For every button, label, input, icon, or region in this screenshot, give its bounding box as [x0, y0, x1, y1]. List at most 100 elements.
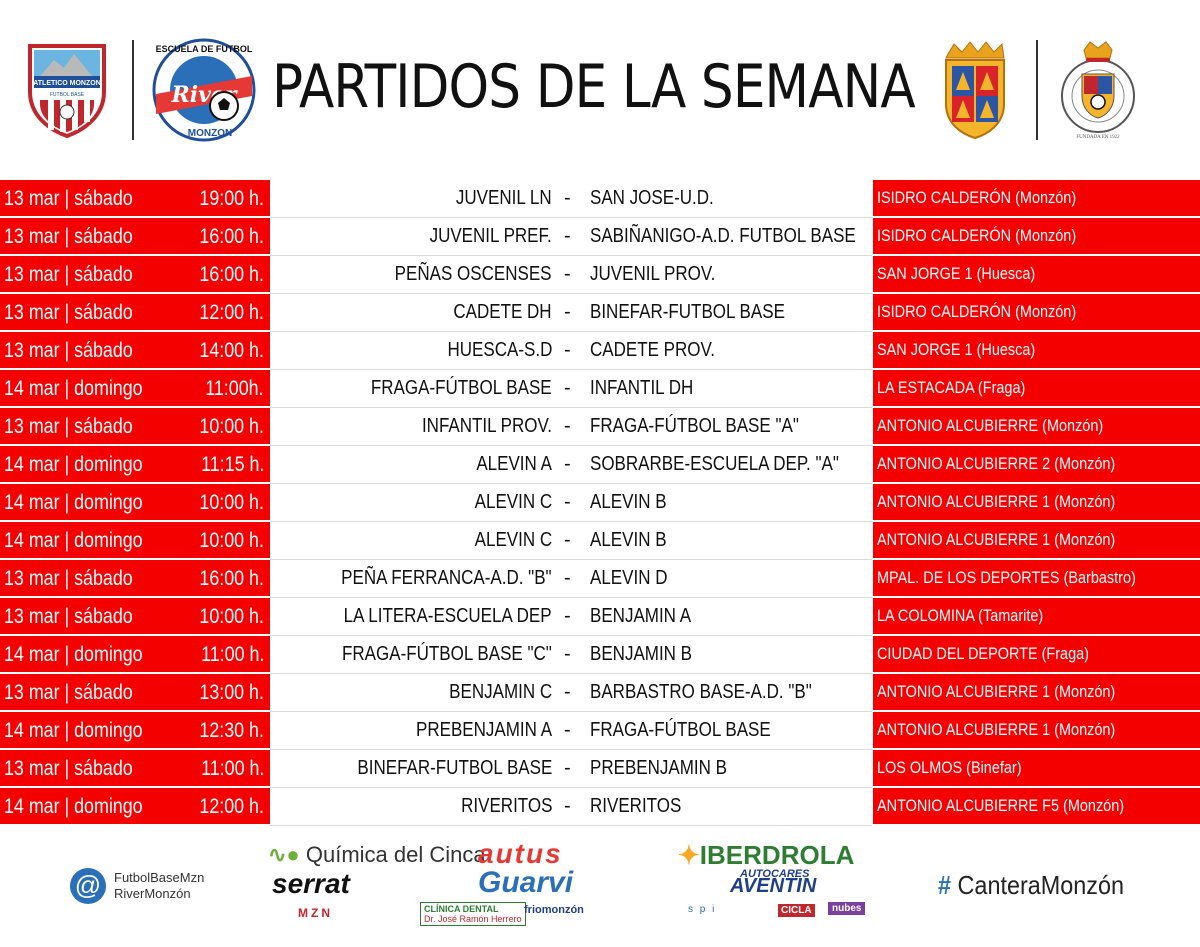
match-time: 12:00 h.	[199, 795, 264, 818]
match-separator: -	[564, 377, 571, 399]
away-team: ALEVIN D	[590, 567, 668, 589]
away-team: FRAGA-FÚTBOL BASE "A"	[590, 415, 799, 437]
match-venue-cell: ANTONIO ALCUBIERRE 1 (Monzón)	[873, 522, 1200, 558]
away-team: JUVENIL PROV.	[590, 263, 716, 285]
match-time: 12:00 h.	[199, 301, 264, 324]
handle-futbolbase[interactable]: FutbolBaseMzn	[114, 870, 205, 885]
match-time: 14:00 h.	[199, 339, 264, 362]
river-top-text: ESCUELA DE FUTBOL	[156, 44, 253, 54]
home-team: ALEVIN C	[474, 491, 552, 513]
hashtag-cantera[interactable]: # CanteraMonzón	[938, 870, 1124, 901]
match-datetime-cell: 14 mar | domingo 10:00 h.	[0, 522, 270, 558]
match-teams-cell: PEÑAS OSCENSES - JUVENIL PROV.	[270, 256, 872, 294]
match-venue: SAN JORGE 1 (Huesca)	[877, 340, 1036, 359]
away-team: BINEFAR-FUTBOL BASE	[590, 301, 785, 323]
away-team: BENJAMIN A	[590, 605, 692, 627]
match-time: 10:00 h.	[199, 605, 264, 628]
match-datetime-cell: 14 mar | domingo 12:00 h.	[0, 788, 270, 824]
match-row: 13 mar | sábado 16:00 h. JUVENIL PREF. - SAB…	[0, 218, 1200, 256]
match-datetime-cell: 13 mar | sábado 19:00 h.	[0, 180, 270, 216]
away-team: BARBASTRO BASE-A.D. "B"	[590, 681, 812, 703]
match-time: 16:00 h.	[199, 263, 264, 286]
page-title: PARTIDOS DE LA SEMANA	[272, 52, 916, 122]
away-team: INFANTIL DH	[590, 377, 694, 399]
match-venue-cell: CIUDAD DEL DEPORTE (Fraga)	[873, 636, 1200, 672]
match-time: 11:15 h.	[200, 453, 264, 476]
match-venue-cell: LOS OLMOS (Binefar)	[873, 750, 1200, 786]
sponsor-friomonzon: friomonzón	[524, 904, 584, 916]
match-row: 14 mar | domingo 11:00h. FRAGA-FÚTBOL BASE…	[0, 370, 1200, 408]
home-team: FRAGA-FÚTBOL BASE	[371, 377, 552, 399]
match-venue: ANTONIO ALCUBIERRE 2 (Monzón)	[877, 454, 1116, 473]
match-date: 14 mar | domingo	[4, 453, 143, 476]
monzon-coat-of-arms-logo	[945, 41, 1005, 140]
match-date: 14 mar | domingo	[4, 491, 143, 514]
match-date: 13 mar | sábado	[4, 757, 133, 780]
sponsor-clinica-dental: CLÍNICA DENTAL Dr. José Ramón Herrero	[420, 902, 526, 926]
home-team: INFANTIL PROV.	[421, 415, 552, 437]
match-teams-cell: BINEFAR-FUTBOL BASE - PREBENJAMIN B	[270, 750, 872, 788]
sponsors-block: ∿● Química del Cinca autus ✦IBERDROLA se…	[268, 838, 878, 943]
match-separator: -	[564, 301, 571, 323]
federation-founded-text: FUNDADA EN 1922	[1076, 135, 1120, 140]
match-datetime-cell: 13 mar | sábado 12:00 h.	[0, 294, 270, 330]
match-venue: MPAL. DE LOS DEPORTES (Barbastro)	[877, 568, 1136, 587]
match-venue: ANTONIO ALCUBIERRE 1 (Monzón)	[877, 682, 1116, 701]
home-team: LA LITERA-ESCUELA DEP	[344, 605, 552, 627]
match-datetime-cell: 14 mar | domingo 12:30 h.	[0, 712, 270, 748]
match-teams-cell: ALEVIN C - ALEVIN B	[270, 484, 872, 522]
header: ATLETICO MONZON FUTBOL BASE River ESCUEL…	[0, 0, 1200, 178]
sponsor-nubes: nubes	[828, 902, 866, 915]
home-team: JUVENIL LN	[456, 187, 552, 209]
sponsor-serrat: serrat	[272, 868, 350, 899]
divider-right	[1036, 40, 1038, 140]
handles-list: FutbolBaseMzn RiverMonzón	[114, 870, 204, 902]
match-separator: -	[564, 757, 571, 779]
match-venue: LA COLOMINA (Tamarite)	[877, 606, 1044, 625]
home-team: RIVERITOS	[460, 795, 552, 817]
sponsor-mzn: MZN	[298, 906, 333, 920]
away-team: ALEVIN B	[590, 529, 667, 551]
match-venue-cell: ANTONIO ALCUBIERRE F5 (Monzón)	[873, 788, 1200, 824]
handle-river[interactable]: RiverMonzón	[114, 886, 191, 901]
away-team: ALEVIN B	[590, 491, 667, 513]
match-venue-cell: ISIDRO CALDERÓN (Monzón)	[873, 218, 1200, 254]
match-venue-cell: ANTONIO ALCUBIERRE 1 (Monzón)	[873, 674, 1200, 710]
home-team: JUVENIL PREF.	[429, 225, 552, 247]
shield-sub: FUTBOL BASE	[50, 92, 85, 98]
match-datetime-cell: 13 mar | sábado 10:00 h.	[0, 598, 270, 634]
home-team: PEÑA FERRANCA-A.D. "B"	[341, 567, 552, 589]
away-team: FRAGA-FÚTBOL BASE	[590, 719, 771, 741]
home-team: ALEVIN A	[476, 453, 552, 475]
match-teams-cell: FRAGA-FÚTBOL BASE "C" - BENJAMIN B	[270, 636, 872, 674]
match-datetime-cell: 13 mar | sábado 11:00 h.	[0, 750, 270, 786]
match-venue: ANTONIO ALCUBIERRE 1 (Monzón)	[877, 530, 1116, 549]
match-separator: -	[564, 643, 571, 665]
match-datetime-cell: 13 mar | sábado 16:00 h.	[0, 256, 270, 292]
match-venue: ANTONIO ALCUBIERRE F5 (Monzón)	[877, 796, 1125, 815]
match-time: 16:00 h.	[199, 225, 264, 248]
match-venue-cell: ANTONIO ALCUBIERRE 1 (Monzón)	[873, 712, 1200, 748]
away-team: RIVERITOS	[590, 795, 682, 817]
sponsor-cicla: CICLA	[778, 904, 815, 917]
match-row: 13 mar | sábado 13:00 h. BENJAMIN C - BARBAS…	[0, 674, 1200, 712]
match-teams-cell: CADETE DH - BINEFAR-FUTBOL BASE	[270, 294, 872, 332]
match-datetime-cell: 14 mar | domingo 11:00 h.	[0, 636, 270, 672]
match-separator: -	[564, 795, 571, 817]
match-separator: -	[564, 567, 571, 589]
match-datetime-cell: 13 mar | sábado 10:00 h.	[0, 408, 270, 444]
away-team: BENJAMIN B	[590, 643, 693, 665]
match-time: 10:00 h.	[199, 491, 264, 514]
match-row: 13 mar | sábado 14:00 h. HUESCA-S.D - CADETE…	[0, 332, 1200, 370]
match-date: 14 mar | domingo	[4, 643, 143, 666]
match-teams-cell: ALEVIN A - SOBRARBE-ESCUELA DEP. "A"	[270, 446, 872, 484]
sponsor-aventin: AUTOCARES AVENTIN	[730, 868, 817, 897]
match-venue: ISIDRO CALDERÓN (Monzón)	[877, 226, 1077, 245]
match-separator: -	[564, 491, 571, 513]
match-time: 10:00 h.	[199, 529, 264, 552]
match-row: 14 mar | domingo 10:00 h. ALEVIN C - ALEVIN …	[0, 484, 1200, 522]
match-teams-cell: LA LITERA-ESCUELA DEP - BENJAMIN A	[270, 598, 872, 636]
sponsor-iberdrola: ✦IBERDROLA	[678, 840, 855, 870]
match-teams-cell: FRAGA-FÚTBOL BASE - INFANTIL DH	[270, 370, 872, 408]
footer: @ FutbolBaseMzn RiverMonzón ∿● Química d…	[0, 832, 1200, 947]
